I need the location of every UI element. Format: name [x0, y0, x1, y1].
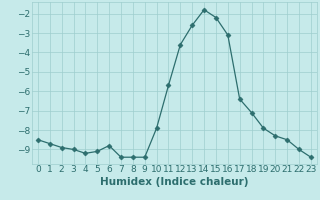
X-axis label: Humidex (Indice chaleur): Humidex (Indice chaleur) [100, 177, 249, 187]
